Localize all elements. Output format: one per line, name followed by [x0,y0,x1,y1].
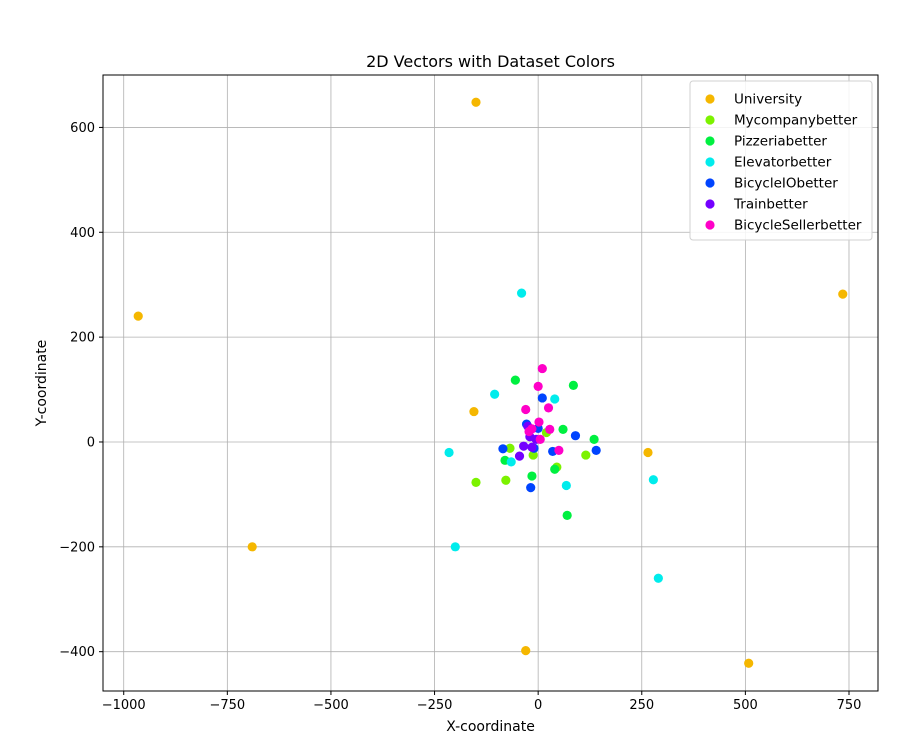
legend-label: Trainbetter [733,197,808,213]
point-pizzeriabetter [527,471,537,481]
x-axis-label: X-coordinate [446,719,535,735]
x-tick-label: 250 [629,698,654,713]
point-university [744,658,754,668]
point-bicyclesellerbetter [535,434,545,444]
x-tick-label: −750 [209,698,245,713]
x-tick-label: 500 [733,698,758,713]
point-university [838,289,848,299]
legend-label: BicycleSellerbetter [734,218,862,234]
point-university [643,447,653,458]
point-bicyclesellerbetter [537,363,547,374]
plot-area-frame [102,74,879,692]
legend-label: BicycleIObetter [734,176,838,192]
y-tick-label: −200 [59,540,95,555]
point-pizzeriabetter [568,380,578,390]
point-bicycleiobetter [498,444,508,454]
legend-label: University [734,92,802,108]
y-axis-ticks: −400 −200 0 200 400 600 [59,121,103,660]
legend-marker [705,157,715,167]
point-bicyclesellerbetter [543,403,554,413]
point-elevatorbetter [648,475,658,485]
point-elevatorbetter [561,480,571,491]
point-trainbetter [519,441,529,451]
legend-marker [705,178,715,188]
y-tick-label: −400 [59,645,95,660]
x-tick-label: −250 [417,698,453,713]
legend-label: Elevatorbetter [734,155,832,171]
x-tick-label: 750 [837,698,862,713]
point-university [133,311,143,321]
point-bicyclesellerbetter [545,424,555,434]
y-tick-label: 0 [87,435,95,450]
point-elevatorbetter [490,389,500,399]
point-mycompanybetter [501,475,511,485]
legend-marker [705,94,715,104]
point-pizzeriabetter [558,424,568,434]
legend-box [689,80,873,241]
point-bicyclesellerbetter [533,381,543,392]
legend-marker [705,199,715,209]
point-mycompanybetter [528,450,538,460]
x-tick-label: 0 [534,698,542,713]
point-university [471,97,481,107]
point-bicyclesellerbetter [521,404,531,415]
data-points [133,97,848,668]
point-university [469,406,479,417]
point-bicycleiobetter [537,393,547,403]
point-bicycleiobetter [570,431,581,441]
y-tick-label: 600 [70,121,95,136]
point-bicyclesellerbetter [527,424,537,434]
x-tick-label: −1000 [102,698,146,713]
point-mycompanybetter [581,450,591,460]
point-trainbetter [514,451,525,461]
point-pizzeriabetter [562,510,572,520]
y-tick-label: 200 [70,331,95,346]
legend-label: Mycompanybetter [734,113,858,129]
point-university [247,542,257,552]
y-tick-label: 400 [70,226,95,241]
point-elevatorbetter [516,288,527,298]
x-tick-label: −500 [313,698,349,713]
legend: University Mycompanybetter Pizzeriabetter E… [689,80,873,241]
point-mycompanybetter [505,443,515,453]
point-mycompanybetter [471,477,481,487]
point-elevatorbetter [444,447,454,458]
point-elevatorbetter [550,394,560,404]
legend-marker [705,115,715,125]
x-axis-ticks: −1000 −750 −500 −250 0 250 500 750 [102,691,862,713]
point-bicyclesellerbetter [554,445,564,455]
y-axis-label: Y-coordinate [34,340,50,428]
point-elevatorbetter [450,542,460,552]
chart-title: 2D Vectors with Dataset Colors [366,52,615,71]
point-bicycleiobetter [591,445,601,455]
point-elevatorbetter [506,457,516,467]
legend-marker [705,136,715,146]
point-bicyclesellerbetter [534,417,544,427]
point-pizzeriabetter [589,434,599,444]
legend-marker [705,220,715,230]
point-elevatorbetter [653,573,663,583]
legend-label: Pizzeriabetter [734,134,827,150]
point-trainbetter [527,442,537,452]
point-bicycleiobetter [526,482,536,493]
point-pizzeriabetter [510,375,520,385]
point-pizzeriabetter [550,464,560,474]
point-university [521,646,531,656]
